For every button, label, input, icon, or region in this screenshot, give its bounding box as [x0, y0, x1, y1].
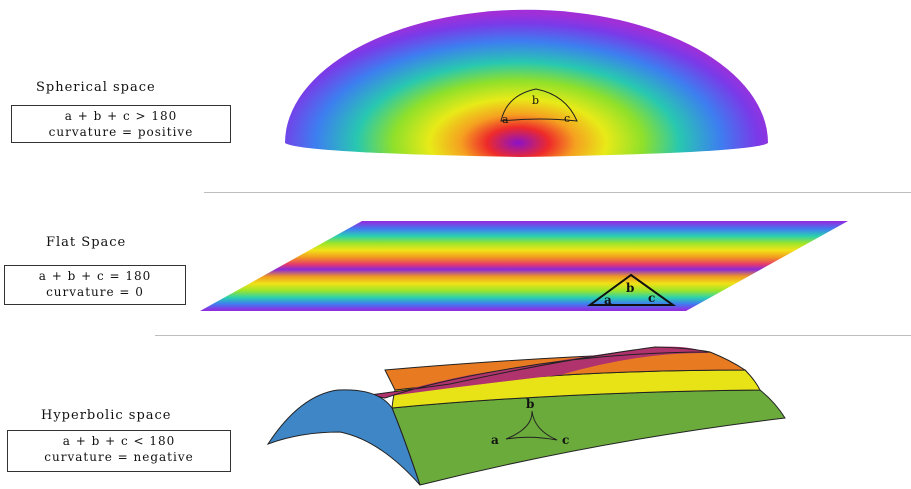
hyperbolic-angle-c: c [562, 433, 569, 447]
divider-top [204, 192, 911, 193]
spherical-angle-sum: a + b + c > 180 [64, 109, 178, 123]
hyperbolic-angle-b: b [526, 397, 534, 411]
spherical-angle-c: c [564, 112, 570, 125]
spherical-formula-box: a + b + c > 180 curvature = positive [11, 105, 231, 143]
flat-formula-box: a + b + c = 180 curvature = 0 [4, 265, 186, 305]
flat-angle-a: a [604, 293, 612, 307]
spherical-angle-a: a [502, 113, 509, 126]
flat-triangle [586, 273, 677, 306]
spherical-space-title: Spherical space [36, 80, 156, 95]
spherical-curvature: curvature = positive [48, 125, 194, 139]
spherical-triangle [500, 88, 578, 122]
hyperbolic-angle-a: a [491, 433, 499, 447]
hyperbolic-formula-box: a + b + c < 180 curvature = negative [7, 430, 231, 472]
flat-angle-sum: a + b + c = 180 [38, 269, 152, 283]
spherical-dome [285, 9, 768, 157]
flat-angle-b: b [626, 281, 634, 295]
flat-curvature: curvature = 0 [46, 285, 144, 299]
divider-bottom [155, 335, 911, 336]
flat-space-title: Flat Space [46, 235, 127, 250]
hyperbolic-triangle [505, 410, 558, 441]
flat-angle-c: c [648, 291, 655, 305]
hyperbolic-angle-sum: a + b + c < 180 [62, 434, 176, 448]
hyperbolic-space-title: Hyperbolic space [41, 408, 172, 423]
hyperbolic-saddle [266, 346, 786, 486]
spherical-angle-b: b [532, 94, 539, 107]
flat-plane [200, 221, 848, 311]
hyperbolic-curvature: curvature = negative [44, 450, 194, 464]
